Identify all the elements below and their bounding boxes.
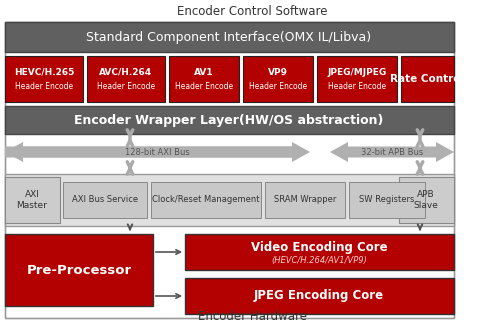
Polygon shape xyxy=(5,142,310,162)
Text: 128-bit AXI Bus: 128-bit AXI Bus xyxy=(125,147,190,156)
Bar xyxy=(151,182,261,218)
Text: APB
Slave: APB Slave xyxy=(414,190,438,210)
Text: AXI Bus Service: AXI Bus Service xyxy=(72,195,138,204)
Text: Encoder Hardware: Encoder Hardware xyxy=(198,309,306,322)
Bar xyxy=(5,22,454,318)
Text: HEVC/H.265: HEVC/H.265 xyxy=(14,68,74,77)
Text: 32-bit APB Bus: 32-bit APB Bus xyxy=(361,147,423,156)
Bar xyxy=(5,106,454,134)
Text: Video Encoding Core: Video Encoding Core xyxy=(250,242,388,254)
Bar xyxy=(5,177,60,223)
Bar xyxy=(5,234,153,306)
Text: AXI
Master: AXI Master xyxy=(16,190,48,210)
Text: JPEG/MJPEG: JPEG/MJPEG xyxy=(328,68,386,77)
Text: SW Registers: SW Registers xyxy=(360,195,414,204)
Bar xyxy=(243,56,313,102)
Text: AV1: AV1 xyxy=(194,68,214,77)
Bar xyxy=(63,182,147,218)
Bar xyxy=(317,56,397,102)
Text: JPEG Encoding Core: JPEG Encoding Core xyxy=(254,289,384,302)
Text: Encoder Control Software: Encoder Control Software xyxy=(177,5,327,17)
Text: Header Encode: Header Encode xyxy=(249,81,307,90)
Bar xyxy=(401,56,454,102)
Bar xyxy=(399,177,454,223)
Bar xyxy=(5,22,454,52)
Bar xyxy=(5,174,454,226)
Polygon shape xyxy=(330,142,454,162)
Text: Header Encode: Header Encode xyxy=(15,81,73,90)
Text: Clock/Reset Management: Clock/Reset Management xyxy=(152,195,260,204)
Bar xyxy=(265,182,345,218)
Bar xyxy=(5,22,454,318)
Text: Header Encode: Header Encode xyxy=(328,81,386,90)
Bar xyxy=(5,56,83,102)
Text: SRAM Wrapper: SRAM Wrapper xyxy=(274,195,336,204)
Text: Standard Component Interface(OMX IL/Libva): Standard Component Interface(OMX IL/Libv… xyxy=(86,31,372,43)
Text: Header Encode: Header Encode xyxy=(97,81,155,90)
Text: VP9: VP9 xyxy=(268,68,288,77)
Text: Rate Control: Rate Control xyxy=(390,74,464,84)
Text: Pre-Processor: Pre-Processor xyxy=(26,263,132,277)
Bar xyxy=(185,278,454,314)
Text: Header Encode: Header Encode xyxy=(175,81,233,90)
Bar xyxy=(169,56,239,102)
Polygon shape xyxy=(5,142,292,162)
Bar xyxy=(87,56,165,102)
Bar xyxy=(185,234,454,270)
Text: (HEVC/H.264/AV1/VP9): (HEVC/H.264/AV1/VP9) xyxy=(271,257,367,266)
Text: Encoder Wrapper Layer(HW/OS abstraction): Encoder Wrapper Layer(HW/OS abstraction) xyxy=(74,113,384,127)
Bar xyxy=(349,182,425,218)
Text: AVC/H.264: AVC/H.264 xyxy=(100,68,152,77)
